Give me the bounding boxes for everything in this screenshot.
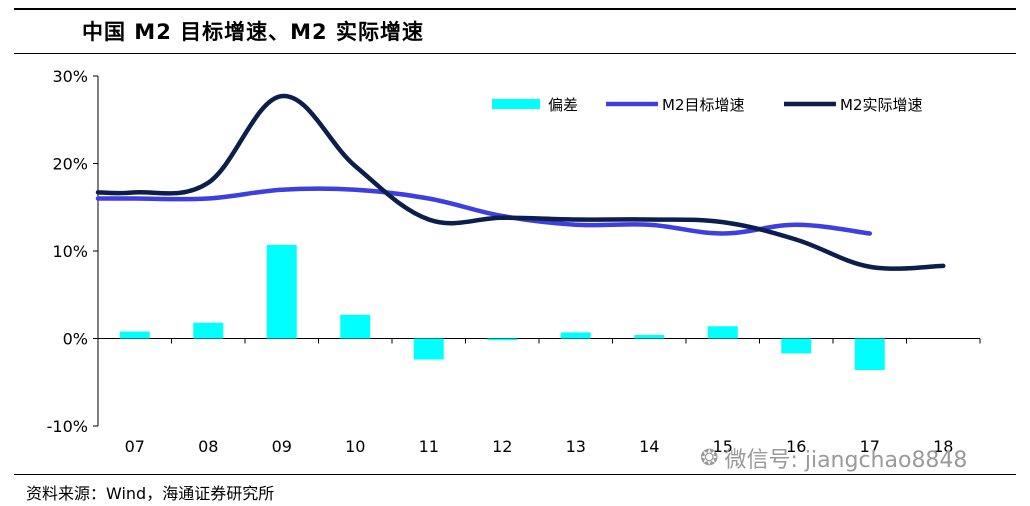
x-tick-label: 13: [566, 437, 586, 456]
bar-deviation: [487, 338, 518, 341]
x-tick-label: 11: [419, 437, 439, 456]
bar-deviation: [781, 338, 812, 354]
bar-deviation: [707, 326, 738, 339]
x-tick-label: 12: [492, 437, 512, 456]
x-tick-label: 14: [639, 437, 659, 456]
x-tick-label: 09: [272, 437, 292, 456]
bar-deviation: [119, 331, 150, 339]
source-note: 资料来源：Wind，海通证券研究所: [26, 484, 275, 503]
y-tick-label: 30%: [52, 67, 88, 86]
chart: 30%20%10%0%-10%07 08 09 10 11 12 13 14 15 16 17 18 …: [47, 67, 981, 456]
watermark-text: 微信号: jiangchao8848: [724, 448, 968, 473]
bar-deviation: [193, 322, 224, 339]
wechat-icon: ❂: [700, 445, 719, 471]
x-tick-label: 18: [933, 437, 953, 456]
bar-deviation: [560, 332, 591, 339]
bar-deviation: [854, 338, 885, 370]
y-tick-label: 20%: [52, 155, 88, 174]
title-rule: [14, 53, 1016, 54]
line-m2-actual: [95, 93, 946, 271]
x-tick-label: 17: [860, 437, 880, 456]
x-tick-label: 07: [125, 437, 145, 456]
legend-m2-target-label: M2目标增速: [662, 96, 745, 114]
bar-deviation: [340, 314, 371, 339]
y-tick-label: 10%: [52, 242, 88, 261]
top-rule: [14, 8, 1016, 10]
legend-deviation-label: 偏差: [548, 96, 578, 114]
x-tick-label: 15: [713, 437, 733, 456]
x-tick-label: 16: [786, 437, 806, 456]
bar-deviation: [413, 338, 444, 360]
y-tick-label: 0%: [63, 330, 88, 349]
bar-series: [119, 244, 885, 370]
legend-m2-actual-label: M2实际增速: [840, 96, 923, 114]
y-tick-label: -10%: [47, 417, 88, 436]
legend-deviation-swatch: [492, 99, 540, 109]
line-series: [95, 93, 946, 271]
chart-legend: 偏差 M2目标增速 M2实际增速: [492, 96, 923, 114]
bar-deviation: [266, 244, 297, 339]
x-tick-label: 08: [198, 437, 218, 456]
x-tick-label: 10: [345, 437, 365, 456]
bottom-rule: [14, 474, 1016, 475]
chart-title: 中国 M2 目标增速、M2 实际增速: [82, 20, 424, 44]
watermark: ❂ 微信号: jiangchao8848: [700, 442, 967, 474]
chart-axes: 30% 20% 10% 0% -10% 07 08 09 10 11 12 13 14 15 16 17 18: [47, 67, 981, 456]
bar-deviation: [634, 335, 665, 339]
line-m2-target: [95, 186, 872, 236]
